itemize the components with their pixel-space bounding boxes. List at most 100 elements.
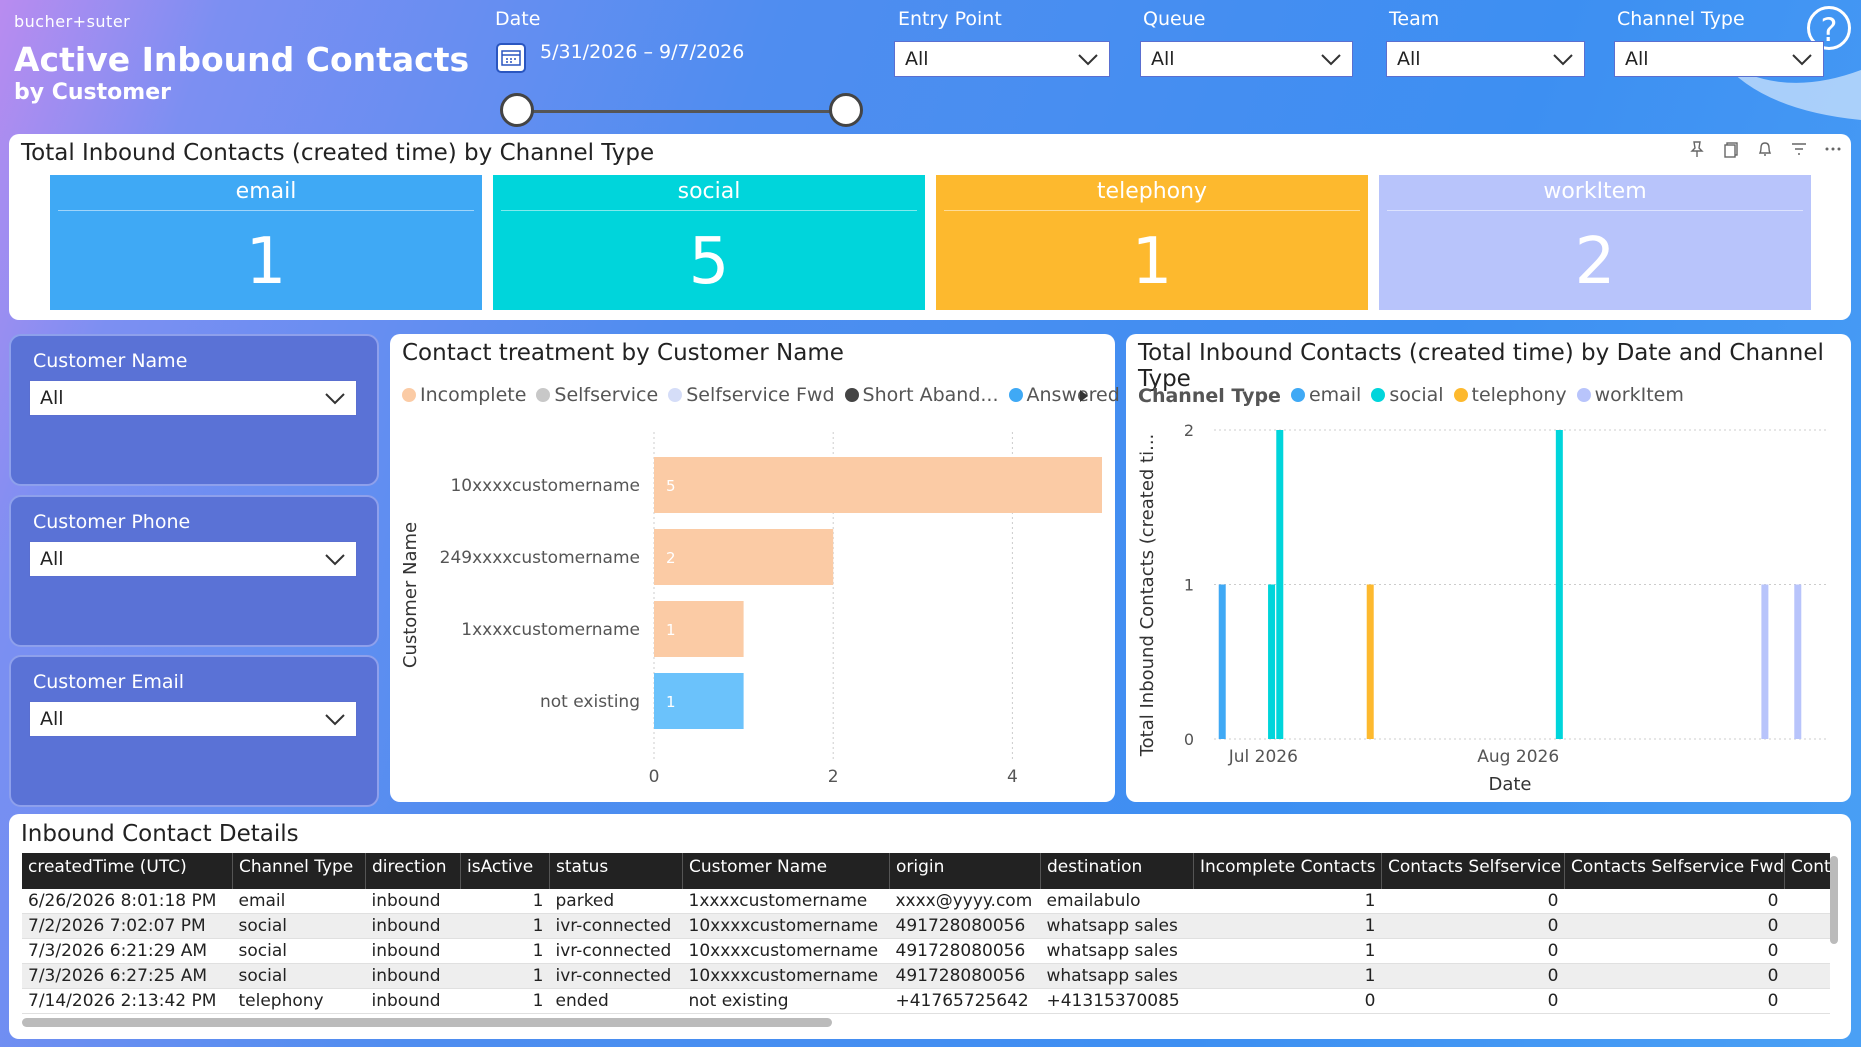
table-row[interactable]: 7/3/2026 6:21:29 AM social inbound 1 ivr-con… bbox=[22, 938, 1830, 964]
legend-marker bbox=[1371, 388, 1386, 402]
legend-next-arrow-icon[interactable] bbox=[1078, 388, 1090, 404]
table-cell: 1 bbox=[460, 988, 550, 1014]
column-header[interactable]: createdTime (UTC) bbox=[22, 853, 233, 889]
table-cell: 7/3/2026 6:21:29 AM bbox=[22, 938, 233, 964]
column-bar[interactable] bbox=[1218, 584, 1226, 740]
bell-icon[interactable] bbox=[1756, 140, 1774, 158]
column-header[interactable]: origin bbox=[889, 853, 1041, 889]
legend-item-workitem[interactable]: workItem bbox=[1576, 384, 1684, 406]
more-options-icon[interactable] bbox=[1824, 140, 1842, 158]
table-cell: 7/3/2026 6:27:25 AM bbox=[22, 963, 233, 989]
legend-item-selfservice-fwd[interactable]: Selfservice Fwd bbox=[668, 384, 835, 406]
kpi-card-social[interactable]: social 5 bbox=[493, 175, 925, 310]
y-tick-label: 0 bbox=[1184, 730, 1194, 749]
legend-item-telephony[interactable]: telephony bbox=[1453, 384, 1567, 406]
date-slider-start-handle[interactable] bbox=[500, 93, 534, 127]
legend-item-selfservice[interactable]: Selfservice bbox=[536, 384, 658, 406]
legend-item-answered[interactable]: Answered bbox=[1008, 384, 1120, 406]
table-cell: 10xxxxcustomername bbox=[682, 913, 890, 939]
kpi-card-divider bbox=[58, 210, 474, 211]
kpi-card-telephony[interactable]: telephony 1 bbox=[936, 175, 1368, 310]
entry-point-dropdown[interactable]: All bbox=[894, 41, 1110, 77]
x-tick-label: Aug 2026 bbox=[1477, 747, 1559, 767]
table-row[interactable]: 7/3/2026 6:27:25 AM social inbound 1 ivr-con… bbox=[22, 963, 1830, 989]
column-bar[interactable] bbox=[1366, 584, 1374, 740]
table-cell: 1 bbox=[1193, 913, 1382, 939]
team-label: Team bbox=[1389, 8, 1440, 30]
column-header[interactable]: Contacts Selfservice Fwd bbox=[1564, 853, 1785, 889]
bar[interactable] bbox=[654, 673, 744, 729]
help-icon[interactable]: ? bbox=[1807, 6, 1851, 50]
table-row[interactable]: 6/26/2026 8:01:18 PM email inbound 1 parked 1… bbox=[22, 889, 1830, 914]
table-cell: 1 bbox=[460, 963, 550, 989]
bar[interactable] bbox=[654, 601, 744, 657]
legend-item-incomplete[interactable]: Incomplete bbox=[402, 384, 526, 406]
pin-icon[interactable] bbox=[1688, 140, 1706, 158]
table-cell: 1 bbox=[460, 913, 550, 939]
y-axis-title: Customer Name bbox=[400, 522, 421, 668]
date-slider-track[interactable] bbox=[517, 110, 847, 113]
customer-email-dropdown[interactable]: All bbox=[29, 701, 357, 737]
channel-type-dropdown[interactable]: All bbox=[1614, 41, 1824, 77]
chevron-down-icon bbox=[1553, 54, 1573, 66]
copy-icon[interactable] bbox=[1722, 140, 1740, 158]
column-header[interactable]: Incomplete Contacts bbox=[1193, 853, 1382, 889]
column-bar[interactable] bbox=[1761, 584, 1769, 740]
column-bar[interactable] bbox=[1555, 430, 1563, 739]
legend-label: social bbox=[1389, 384, 1444, 406]
column-bar[interactable] bbox=[1794, 584, 1802, 740]
calendar-icon[interactable] bbox=[496, 43, 526, 73]
date-slider-end-handle[interactable] bbox=[829, 93, 863, 127]
queue-label: Queue bbox=[1143, 8, 1206, 30]
team-dropdown[interactable]: All bbox=[1386, 41, 1585, 77]
x-tick-label: 4 bbox=[1007, 767, 1018, 787]
table-cell: 0 bbox=[1381, 963, 1565, 989]
bar[interactable] bbox=[654, 529, 834, 585]
table-cell: 0 bbox=[1193, 988, 1382, 1014]
legend-label: Incomplete bbox=[420, 384, 527, 406]
legend-marker bbox=[1453, 388, 1468, 402]
column-header[interactable]: isActive bbox=[460, 853, 550, 889]
y-category-label: not existing bbox=[540, 692, 640, 712]
table-row[interactable]: 7/2/2026 7:02:07 PM social inbound 1 ivr-con… bbox=[22, 913, 1830, 939]
table-cell: email bbox=[232, 889, 366, 914]
column-header[interactable]: direction bbox=[365, 853, 461, 889]
column-header[interactable]: status bbox=[549, 853, 683, 889]
legend-marker bbox=[1576, 388, 1591, 402]
column-header[interactable]: Contacts Short Abandor bbox=[1784, 853, 1830, 889]
filter-icon[interactable] bbox=[1790, 140, 1808, 158]
table-cell: inbound bbox=[365, 938, 461, 964]
header-swoosh bbox=[1721, 0, 1861, 120]
chevron-down-icon bbox=[325, 393, 345, 405]
x-axis-title: Date bbox=[1488, 774, 1531, 795]
column-header[interactable]: Customer Name bbox=[682, 853, 890, 889]
treatment-chart-legend: Incomplete Selfservice Selfservice Fwd Shor… bbox=[402, 384, 1130, 406]
details-horizontal-scrollbar[interactable] bbox=[22, 1018, 832, 1027]
column-bar[interactable] bbox=[1268, 584, 1276, 740]
channel-type-value: All bbox=[1625, 48, 1649, 70]
legend-item-social[interactable]: social bbox=[1371, 384, 1444, 406]
legend-item-email[interactable]: email bbox=[1290, 384, 1361, 406]
table-cell: 491728080056 bbox=[889, 938, 1041, 964]
table-cell: 7/2/2026 7:02:07 PM bbox=[22, 913, 233, 939]
column-header[interactable]: Contacts Selfservice bbox=[1381, 853, 1565, 889]
customer-phone-dropdown[interactable]: All bbox=[29, 541, 357, 577]
table-cell: whatsapp sales bbox=[1040, 913, 1194, 939]
column-header[interactable]: destination bbox=[1040, 853, 1194, 889]
table-cell: +41315370085 bbox=[1040, 988, 1194, 1014]
table-cell bbox=[1784, 913, 1830, 939]
column-bar[interactable] bbox=[1276, 430, 1284, 739]
queue-dropdown[interactable]: All bbox=[1140, 41, 1353, 77]
bar[interactable] bbox=[654, 457, 1102, 513]
column-header[interactable]: Channel Type bbox=[232, 853, 366, 889]
legend-item-short-aband[interactable]: Short Aband... bbox=[844, 384, 999, 406]
table-cell: 0 bbox=[1564, 938, 1785, 964]
kpi-card-email[interactable]: email 1 bbox=[50, 175, 482, 310]
customer-name-dropdown[interactable]: All bbox=[29, 380, 357, 416]
table-cell: 0 bbox=[1381, 889, 1565, 914]
date-chart-legend: Channel Type email social telephony workItem bbox=[1138, 384, 1694, 407]
table-row[interactable]: 7/14/2026 2:13:42 PM telephony inbound 1 end… bbox=[22, 988, 1830, 1014]
kpi-card-workitem[interactable]: workItem 2 bbox=[1379, 175, 1811, 310]
details-vertical-scrollbar[interactable] bbox=[1830, 856, 1838, 944]
chevron-down-icon bbox=[1321, 54, 1341, 66]
